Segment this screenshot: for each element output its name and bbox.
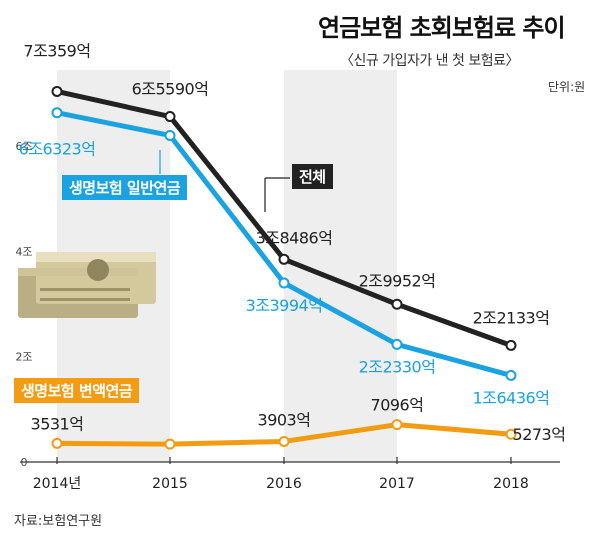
data-label-total: 6조5590억	[132, 80, 209, 99]
data-label-total: 7조359억	[23, 41, 90, 60]
data-label-life_variable: 3903억	[258, 410, 311, 429]
y-tick-label: 0	[21, 456, 28, 469]
data-point-total	[391, 298, 403, 310]
data-point-life_variable	[51, 437, 63, 449]
data-label-total: 2조2133억	[473, 308, 550, 327]
legend-tag-life-general: 생명보험 일반연금	[62, 175, 188, 200]
data-point-total	[164, 111, 176, 123]
data-label-life_variable: 3531억	[31, 414, 84, 433]
x-tick-label: 2017	[379, 476, 415, 492]
legend-tag-life-variable: 생명보험 변액연금	[14, 378, 140, 403]
y-tick-label: 2조	[15, 351, 32, 364]
data-label-total: 2조9952억	[359, 271, 436, 290]
x-tick-label: 2018	[493, 476, 529, 492]
data-point-total	[51, 85, 63, 97]
chart-subtitle: 〈신규 가입자가 낸 첫 보험료〉	[340, 53, 519, 69]
y-tick-label: 6조	[15, 140, 32, 153]
data-point-life_variable	[278, 435, 290, 447]
data-point-life_general	[278, 277, 290, 289]
data-label-total: 3조8486억	[256, 228, 333, 247]
data-label-life_general: 6조6323억	[19, 140, 96, 159]
data-label-life_general: 1조6436억	[473, 388, 550, 407]
y-tick-label: 4조	[15, 245, 32, 258]
data-point-life_general	[164, 129, 176, 141]
data-point-life_variable	[164, 438, 176, 450]
data-label-life_variable: 5273억	[513, 425, 566, 444]
data-point-total	[505, 339, 517, 351]
x-tick-label: 2016	[266, 476, 302, 492]
unit-label: 단위:원	[548, 80, 586, 94]
data-point-life_general	[51, 107, 63, 119]
data-label-life_general: 2조2330억	[359, 357, 436, 376]
legend-tag-total: 전체	[292, 164, 333, 189]
x-tick-label: 2015	[152, 476, 188, 492]
chart-title: 연금보험 초회보험료 추이	[318, 14, 566, 42]
data-point-life_general	[505, 369, 517, 381]
data-point-life_variable	[391, 419, 403, 431]
source-note: 자료:보험연구원	[14, 514, 103, 529]
data-point-total	[278, 253, 290, 265]
data-label-life_general: 3조3994억	[246, 296, 323, 315]
money-stack-illustration	[18, 252, 156, 318]
x-tick-label: 2014년	[33, 476, 82, 492]
data-label-life_variable: 7096억	[371, 396, 424, 415]
data-point-life_general	[391, 338, 403, 350]
data-point-life_variable	[505, 428, 517, 440]
